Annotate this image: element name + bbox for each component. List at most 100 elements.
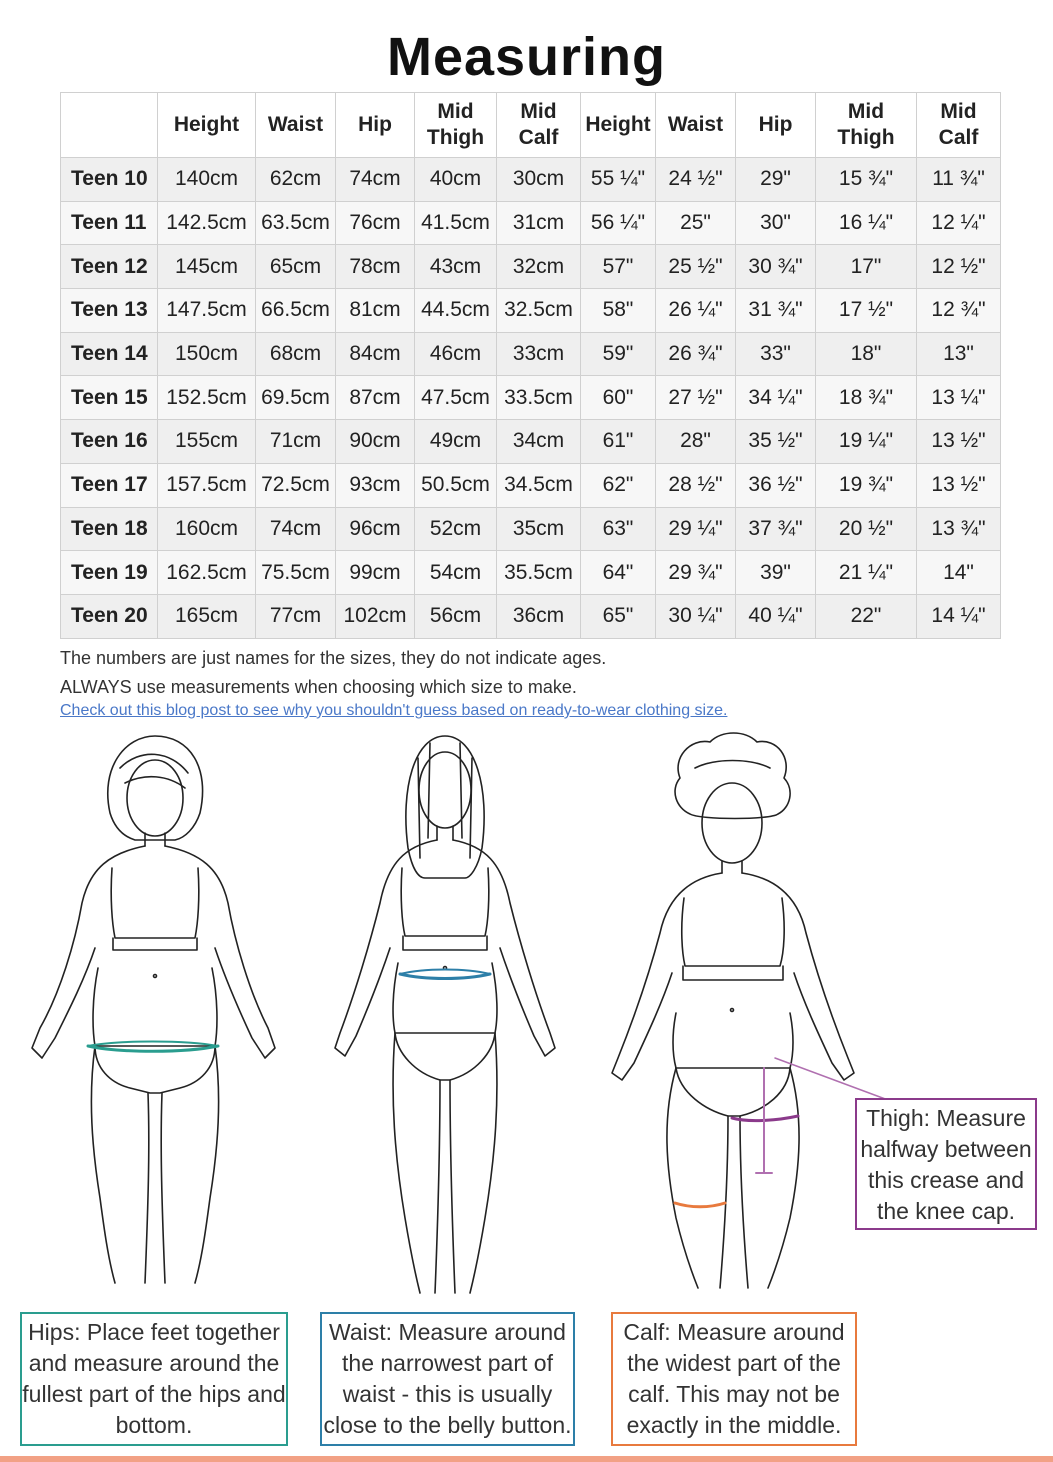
column-header: Mid Thigh	[414, 92, 497, 158]
table-cell: 34.5cm	[496, 462, 581, 508]
size-names-note: The numbers are just names for the sizes…	[60, 648, 607, 668]
blog-post-link[interactable]: Check out this blog post to see why you …	[60, 702, 728, 719]
hips-callout-line: bottom.	[115, 1412, 193, 1438]
table-row: Teen 12 145cm 65cm 78cm 43cm 32cm 57" 25 ½" 30 ¾…	[60, 244, 1001, 290]
table-cell: 160cm	[157, 506, 256, 552]
column-header: Height	[157, 92, 256, 158]
table-cell: 162.5cm	[157, 550, 256, 595]
table-cell: 25 ½"	[655, 244, 736, 290]
table-body: Teen 10 140cm 62cm 74cm 40cm 30cm 55 ¼" 24 ½" 29…	[60, 157, 1001, 639]
table-cell: 25"	[655, 200, 736, 246]
table-cell: 29 ¼"	[655, 506, 736, 552]
table-cell: 32cm	[496, 244, 581, 290]
table-cell: 12 ¾"	[916, 288, 1001, 333]
table-cell: 64"	[580, 550, 656, 595]
thigh-callout: Thigh: Measure halfway between this crea…	[855, 1098, 1037, 1230]
table-cell: 74cm	[335, 157, 415, 202]
table-cell: 57"	[580, 244, 656, 290]
table-row: Teen 18 160cm 74cm 96cm 52cm 35cm 63" 29 ¼" 37 ¾…	[60, 506, 1001, 552]
table-cell: 165cm	[157, 593, 256, 639]
table-row: Teen 11 142.5cm 63.5cm 76cm 41.5cm 31cm 56 ¼" 2…	[60, 200, 1001, 246]
table-cell: 75.5cm	[255, 550, 336, 595]
size-label: Teen 10	[60, 157, 158, 202]
table-cell: 37 ¾"	[735, 506, 816, 552]
table-cell: 18 ¾"	[815, 375, 917, 421]
column-header: Mid Calf	[496, 92, 581, 158]
table-row: Teen 13 147.5cm 66.5cm 81cm 44.5cm 32.5cm 58" 2…	[60, 288, 1001, 333]
table-cell: 26 ¼"	[655, 288, 736, 333]
column-header: Hip	[335, 92, 415, 158]
table-cell: 27 ½"	[655, 375, 736, 421]
table-cell: 21 ¼"	[815, 550, 917, 595]
size-label: Teen 11	[60, 200, 158, 246]
hips-callout-line: Hips: Place feet together	[28, 1319, 280, 1345]
table-cell: 56cm	[414, 593, 497, 639]
table-cell: 46cm	[414, 331, 497, 377]
table-row: Teen 15 152.5cm 69.5cm 87cm 47.5cm 33.5cm 60" 2…	[60, 375, 1001, 421]
table-cell: 81cm	[335, 288, 415, 333]
column-header	[60, 92, 158, 158]
table-cell: 32.5cm	[496, 288, 581, 333]
calf-callout-line: calf. This may not be	[628, 1381, 840, 1407]
table-cell: 16 ¼"	[815, 200, 917, 246]
table-cell: 40cm	[414, 157, 497, 202]
table-cell: 50.5cm	[414, 462, 497, 508]
table-cell: 30cm	[496, 157, 581, 202]
thigh-callout-line: this crease and	[868, 1167, 1024, 1193]
table-cell: 35cm	[496, 506, 581, 552]
size-chart-table: Height Waist Hip Mid Thigh Mid Calf Height Waist…	[60, 92, 1001, 639]
table-cell: 17 ½"	[815, 288, 917, 333]
table-cell: 59"	[580, 331, 656, 377]
table-cell: 13 ¾"	[916, 506, 1001, 552]
table-cell: 72.5cm	[255, 462, 336, 508]
size-label: Teen 15	[60, 375, 158, 421]
calf-callout: Calf: Measure around the widest part of …	[611, 1312, 857, 1446]
page-title: Measuring	[386, 27, 667, 87]
table-cell: 150cm	[157, 331, 256, 377]
table-cell: 19 ¾"	[815, 462, 917, 508]
table-cell: 63.5cm	[255, 200, 336, 246]
thigh-callout-line: Thigh: Measure	[866, 1105, 1026, 1131]
table-cell: 18"	[815, 331, 917, 377]
table-row: Teen 17 157.5cm 72.5cm 93cm 50.5cm 34.5cm 62" 2…	[60, 462, 1001, 508]
table-cell: 31cm	[496, 200, 581, 246]
table-cell: 58"	[580, 288, 656, 333]
table-cell: 39"	[735, 550, 816, 595]
body-figure-short-hair-icon	[31, 735, 276, 1284]
table-cell: 13 ½"	[916, 419, 1001, 464]
calf-callout-line: Calf: Measure around	[623, 1319, 845, 1345]
table-cell: 22"	[815, 593, 917, 639]
table-cell: 35.5cm	[496, 550, 581, 595]
table-cell: 12 ½"	[916, 244, 1001, 290]
calf-callout-line: exactly in the middle.	[626, 1412, 842, 1438]
table-cell: 34 ¼"	[735, 375, 816, 421]
size-label: Teen 18	[60, 506, 158, 552]
table-cell: 99cm	[335, 550, 415, 595]
table-cell: 93cm	[335, 462, 415, 508]
bottom-accent-bar	[0, 1456, 1053, 1462]
table-cell: 36 ½"	[735, 462, 816, 508]
table-cell: 20 ½"	[815, 506, 917, 552]
table-cell: 47.5cm	[414, 375, 497, 421]
table-cell: 55 ¼"	[580, 157, 656, 202]
table-cell: 76cm	[335, 200, 415, 246]
table-cell: 62cm	[255, 157, 336, 202]
column-header: Mid Calf	[916, 92, 1001, 158]
table-cell: 28"	[655, 419, 736, 464]
table-cell: 145cm	[157, 244, 256, 290]
table-cell: 78cm	[335, 244, 415, 290]
table-cell: 13 ¼"	[916, 375, 1001, 421]
table-cell: 13"	[916, 331, 1001, 377]
table-cell: 54cm	[414, 550, 497, 595]
table-cell: 43cm	[414, 244, 497, 290]
table-cell: 14"	[916, 550, 1001, 595]
table-cell: 62"	[580, 462, 656, 508]
thigh-callout-line: halfway between	[860, 1136, 1032, 1162]
table-row: Teen 16 155cm 71cm 90cm 49cm 34cm 61" 28" 35 ½" 1…	[60, 419, 1001, 464]
table-cell: 36cm	[496, 593, 581, 639]
table-cell: 60"	[580, 375, 656, 421]
body-figure-long-hair-icon	[334, 735, 556, 1294]
table-cell: 71cm	[255, 419, 336, 464]
table-cell: 147.5cm	[157, 288, 256, 333]
size-label: Teen 19	[60, 550, 158, 595]
